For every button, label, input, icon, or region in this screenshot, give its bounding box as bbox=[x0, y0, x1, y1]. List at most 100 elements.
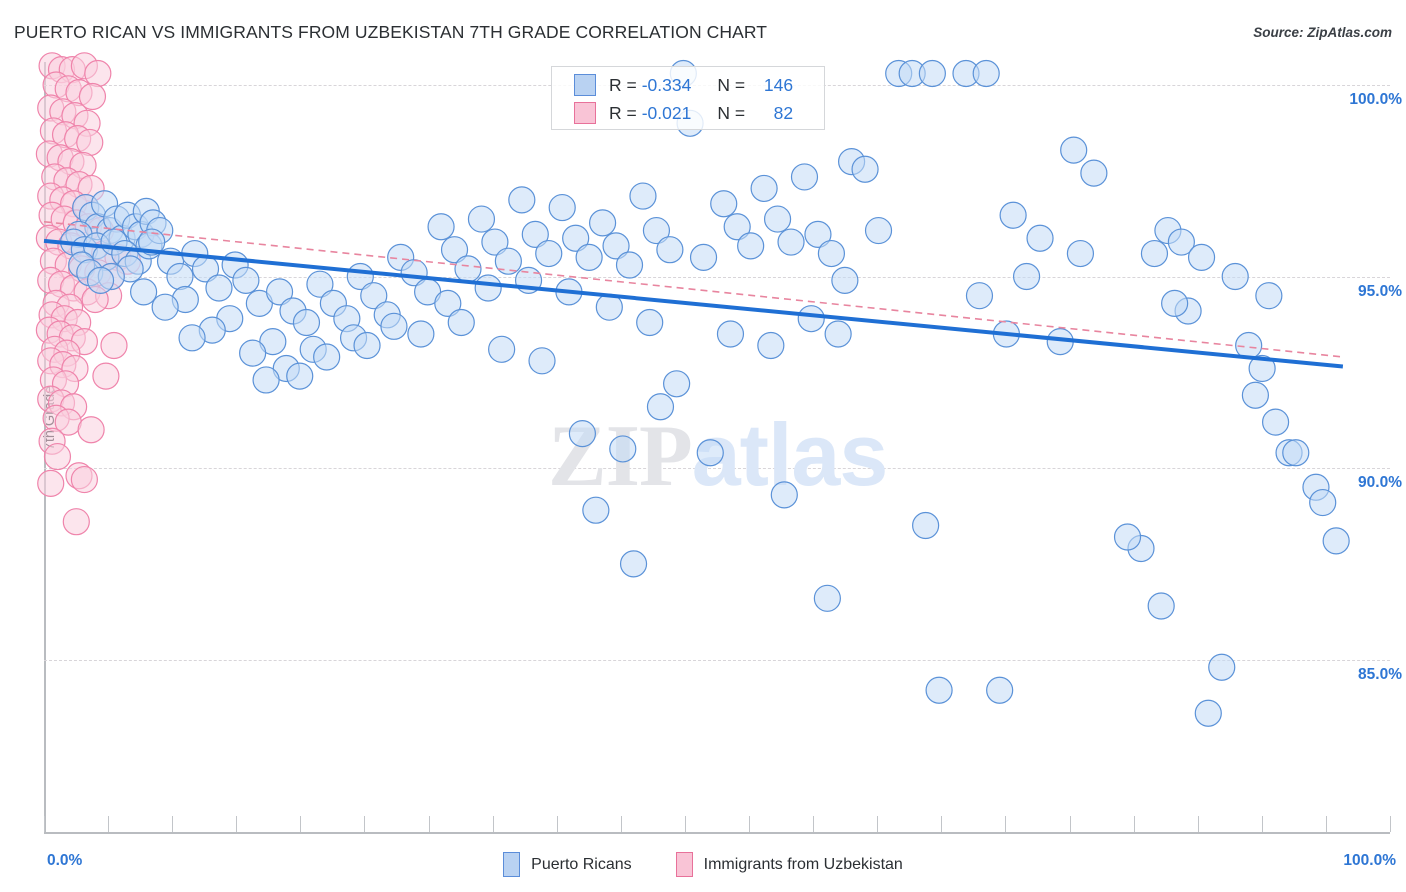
x-axis-tick bbox=[492, 816, 494, 832]
series-legend-item-uzbekistan[interactable]: Immigrants from Uzbekistan bbox=[675, 852, 903, 877]
data-point bbox=[151, 293, 179, 321]
data-point bbox=[602, 232, 630, 260]
x-axis-tick bbox=[813, 816, 815, 832]
data-point bbox=[777, 228, 805, 256]
data-point bbox=[636, 308, 664, 337]
x-axis-tick bbox=[941, 816, 943, 832]
data-point bbox=[86, 266, 115, 294]
data-point bbox=[716, 320, 745, 348]
data-point bbox=[689, 243, 718, 271]
data-point bbox=[562, 224, 590, 252]
legend-r-value-0: -0.334 bbox=[641, 74, 692, 95]
data-point bbox=[252, 366, 280, 394]
x-axis-tick bbox=[556, 816, 558, 832]
x-axis-tick bbox=[620, 816, 622, 832]
x-axis-tick bbox=[684, 816, 686, 832]
data-point bbox=[851, 155, 879, 183]
y-axis-tick-label: 90.0% bbox=[1358, 474, 1402, 492]
legend-row-puerto-ricans: R = -0.334 N = 146 bbox=[574, 72, 793, 98]
data-point bbox=[646, 393, 675, 421]
gridline bbox=[44, 276, 1390, 278]
data-point bbox=[1187, 243, 1216, 271]
data-point bbox=[763, 205, 792, 233]
legend-row-uzbekistan: R = -0.021 N = 82 bbox=[574, 100, 793, 126]
x-axis-tick bbox=[1069, 816, 1071, 832]
blue-swatch bbox=[574, 74, 596, 96]
x-axis-tick bbox=[1197, 816, 1199, 832]
data-point bbox=[1261, 408, 1290, 436]
data-point bbox=[77, 416, 105, 444]
data-point bbox=[1161, 289, 1189, 317]
data-point bbox=[1066, 239, 1095, 268]
data-point bbox=[912, 511, 940, 540]
data-point bbox=[43, 442, 72, 471]
data-point bbox=[629, 182, 657, 210]
x-axis-tick bbox=[108, 816, 110, 832]
data-point bbox=[710, 190, 738, 218]
data-point bbox=[1140, 239, 1169, 268]
data-point bbox=[642, 216, 671, 245]
data-point bbox=[999, 201, 1027, 229]
legend-r-label-0: R = bbox=[609, 74, 637, 95]
gridline bbox=[44, 659, 1390, 661]
pink-swatch bbox=[574, 102, 596, 124]
legend-n-value-1: 82 bbox=[773, 102, 794, 123]
x-axis-tick bbox=[236, 816, 238, 832]
x-axis-tick bbox=[300, 816, 302, 832]
series-legend: Puerto Ricans Immigrants from Uzbekistan bbox=[0, 852, 1406, 877]
y-axis-tick-label: 95.0% bbox=[1358, 282, 1402, 300]
x-axis-line bbox=[44, 832, 1390, 834]
data-point bbox=[1080, 159, 1108, 187]
scatter-points-layer bbox=[35, 52, 1350, 727]
legend-n-label-1: N = bbox=[717, 102, 746, 123]
data-point bbox=[286, 362, 314, 390]
plot-area: ZIPatlas bbox=[35, 52, 1391, 832]
data-point bbox=[1147, 592, 1175, 620]
data-point bbox=[447, 308, 475, 337]
data-point bbox=[205, 274, 233, 302]
correlation-legend: R = -0.334 N = 146 R = -0.021 N = 82 bbox=[551, 66, 825, 130]
data-point bbox=[568, 419, 597, 448]
data-point bbox=[427, 213, 455, 241]
data-point bbox=[1012, 262, 1041, 291]
data-point bbox=[313, 343, 341, 371]
page-title: PUERTO RICAN VS IMMIGRANTS FROM UZBEKIST… bbox=[14, 22, 768, 42]
data-point bbox=[528, 347, 556, 375]
data-point bbox=[1208, 653, 1236, 681]
data-point bbox=[723, 213, 751, 241]
data-point bbox=[663, 370, 691, 398]
data-point bbox=[360, 282, 388, 310]
data-point bbox=[265, 278, 294, 306]
data-point bbox=[918, 59, 946, 88]
data-point bbox=[831, 266, 859, 294]
data-point bbox=[306, 270, 334, 298]
data-point bbox=[130, 278, 158, 306]
data-point bbox=[92, 362, 120, 390]
data-point bbox=[972, 59, 1000, 88]
x-axis-tick bbox=[428, 816, 430, 832]
data-point bbox=[817, 239, 846, 268]
data-point bbox=[1248, 354, 1276, 383]
data-point bbox=[494, 247, 522, 275]
data-point bbox=[757, 331, 785, 360]
data-point bbox=[481, 228, 509, 256]
series-legend-label-0: Puerto Ricans bbox=[531, 855, 632, 873]
data-point bbox=[100, 331, 128, 360]
data-point bbox=[1060, 136, 1088, 164]
blue-swatch-bottom bbox=[503, 852, 521, 877]
legend-r-label-1: R = bbox=[609, 102, 637, 123]
data-point bbox=[440, 236, 469, 264]
data-point bbox=[1241, 381, 1270, 409]
data-point bbox=[1113, 523, 1142, 551]
x-axis-tick bbox=[364, 816, 366, 832]
data-point bbox=[70, 465, 98, 494]
data-point bbox=[488, 335, 516, 363]
data-point bbox=[37, 469, 65, 497]
data-point bbox=[737, 232, 765, 260]
x-axis-tick bbox=[44, 816, 45, 832]
y-axis-tick-label: 85.0% bbox=[1358, 665, 1402, 683]
puerto-rican-trendline bbox=[43, 238, 1344, 369]
data-point bbox=[1167, 228, 1195, 256]
series-legend-item-puerto-ricans[interactable]: Puerto Ricans bbox=[503, 852, 632, 877]
